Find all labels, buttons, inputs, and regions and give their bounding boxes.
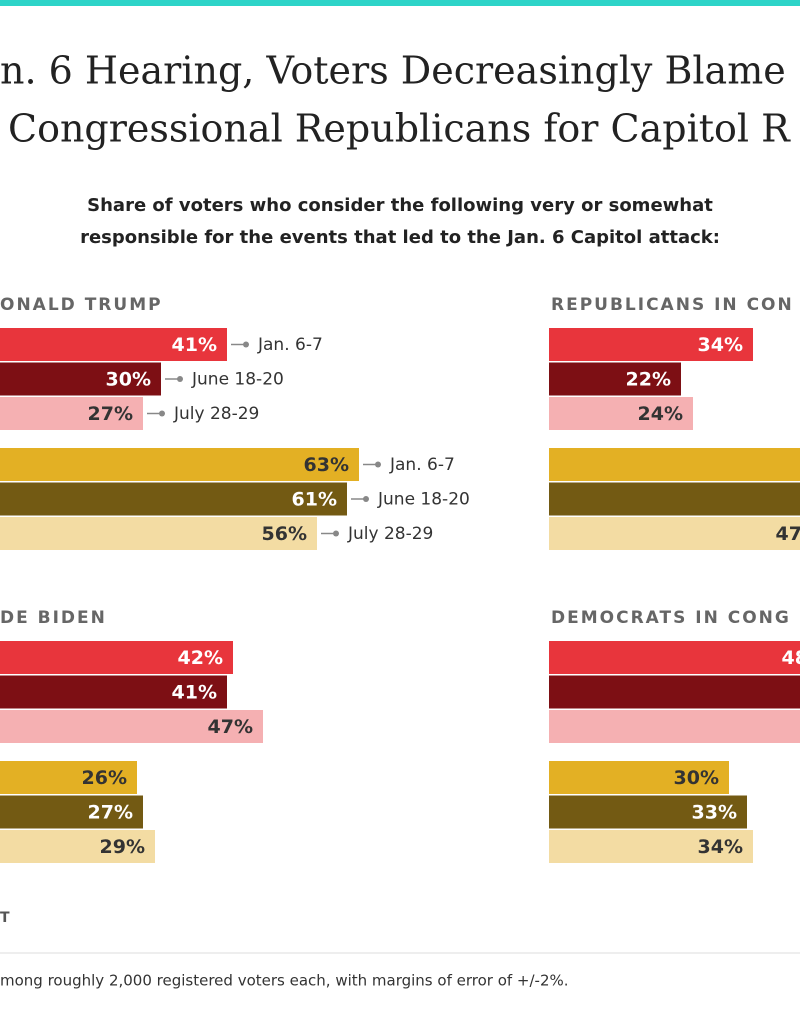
bar [549, 710, 800, 743]
category-label: Jan. 6-7 [389, 455, 455, 475]
bar [549, 641, 800, 674]
bar [0, 362, 161, 396]
value-label: 30% [674, 767, 719, 789]
bar [549, 830, 753, 863]
bar [0, 397, 143, 430]
bar [549, 517, 800, 550]
panel-title: DEMOCRATS IN CONG [551, 608, 791, 628]
bar [0, 328, 227, 361]
value-label: 61% [292, 489, 337, 511]
value-label: 41% [172, 334, 217, 356]
bar [549, 448, 800, 481]
bar [549, 482, 800, 516]
value-label: 48% [782, 647, 800, 669]
connector-dot [177, 376, 183, 382]
bar [549, 761, 729, 794]
bar [0, 675, 227, 709]
value-label: 47% [208, 716, 253, 738]
panel-title: ONALD TRUMP [0, 295, 163, 315]
bar [0, 795, 143, 829]
value-label: 41% [172, 682, 217, 704]
value-label: 22% [626, 369, 671, 391]
bar [549, 397, 693, 430]
panel-title: REPUBLICANS IN CON [551, 295, 794, 315]
connector-dot [375, 461, 381, 468]
value-label: 34% [698, 334, 743, 356]
value-label: 27% [88, 403, 133, 425]
title-line: n. 6 Hearing, Voters Decreasingly Blame [0, 49, 786, 93]
bar [0, 830, 155, 863]
logo: T [0, 910, 10, 926]
footnote: mong roughly 2,000 registered voters eac… [0, 972, 569, 990]
connector-dot [243, 341, 249, 348]
value-label: 56% [262, 523, 307, 545]
value-label: 26% [82, 767, 127, 789]
category-label: June 18-20 [377, 490, 470, 510]
bar [0, 710, 263, 743]
category-label: July 28-29 [347, 524, 433, 544]
value-label: 24% [638, 403, 683, 425]
bar [0, 761, 137, 794]
connector-dot [333, 530, 339, 537]
bar [0, 517, 317, 550]
bar [549, 328, 753, 361]
connector-dot [363, 496, 369, 502]
bar [549, 795, 747, 829]
bar [549, 675, 800, 709]
value-label: 29% [100, 836, 145, 858]
value-label: 42% [178, 647, 223, 669]
category-label: June 18-20 [191, 370, 284, 390]
top-strip [0, 0, 800, 6]
bar [0, 448, 359, 481]
title-line: Congressional Republicans for Capitol R [8, 107, 791, 151]
value-label: 63% [304, 454, 349, 476]
value-label: 47% [776, 523, 800, 545]
subtitle-line: responsible for the events that led to t… [80, 227, 720, 248]
bar [0, 482, 347, 516]
category-label: July 28-29 [173, 404, 259, 424]
value-label: 34% [698, 836, 743, 858]
subtitle-line: Share of voters who consider the followi… [87, 195, 713, 216]
value-label: 27% [88, 802, 133, 824]
bar [549, 362, 681, 396]
value-label: 30% [106, 369, 151, 391]
panel-title: DE BIDEN [0, 608, 107, 628]
connector-dot [159, 410, 165, 417]
bar [0, 641, 233, 674]
category-label: Jan. 6-7 [257, 335, 323, 355]
value-label: 33% [692, 802, 737, 824]
